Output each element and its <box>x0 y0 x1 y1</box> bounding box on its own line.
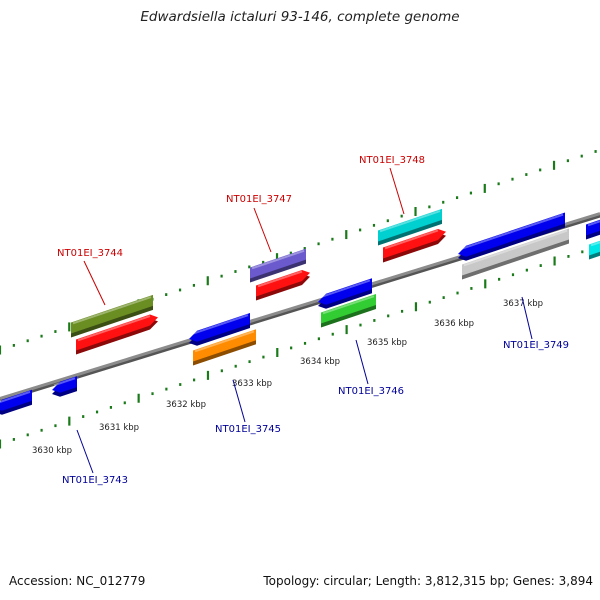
gene-highlight <box>463 229 568 267</box>
leader-line <box>232 379 246 423</box>
accession-text: Accession: NC_012779 <box>9 574 146 588</box>
gene-g6-reverse <box>193 329 256 366</box>
gene-highlight <box>590 241 600 247</box>
gene-g14-reverse <box>462 228 569 280</box>
gene-g4-forward <box>76 314 158 355</box>
gene-body <box>0 389 32 411</box>
leader-line <box>389 167 405 215</box>
gene-highlight <box>251 249 305 270</box>
topology-text: Topology: circular; Length: 3,812,315 bp… <box>263 574 593 588</box>
scale-label: 3631 kbp <box>99 423 139 433</box>
gene-g3-forward <box>71 294 153 338</box>
leader-line <box>253 207 272 253</box>
gene-g7-forward <box>250 248 306 283</box>
gene-body <box>589 240 600 256</box>
gene-highlight <box>0 390 31 404</box>
gene-body <box>321 293 376 324</box>
gene-g12-forward <box>383 228 446 263</box>
gene-highlight <box>587 220 600 227</box>
leader-line <box>76 429 94 474</box>
gene-body <box>76 314 158 351</box>
gene-g11-forward <box>378 208 442 246</box>
gene-highlight <box>379 210 441 233</box>
feature-labels: 3630 kbp 3631 kbp 3632 kbp 3633 kbp 3634 kbp… <box>32 155 569 486</box>
label-reverse-1: NT01EI_3743 <box>62 429 128 486</box>
gene-body <box>256 269 310 297</box>
gene-body <box>189 312 250 342</box>
feature-label: NT01EI_3749 <box>503 340 569 351</box>
feature-label: NT01EI_3745 <box>215 424 281 435</box>
scale-label: 3630 kbp <box>32 446 72 456</box>
map-title: Edwardsiella ictaluri 93-146, complete g… <box>140 9 460 25</box>
gene-highlight <box>319 279 371 299</box>
feature-label: NT01EI_3744 <box>57 248 123 259</box>
gene-body <box>71 294 153 334</box>
scale-label: 3634 kbp <box>300 357 340 367</box>
leader-line <box>83 260 106 306</box>
scale-label: 3635 kbp <box>367 338 407 348</box>
scale-label: 3636 kbp <box>434 319 474 329</box>
gene-body <box>193 329 256 362</box>
scale-label: 3637 kbp <box>503 299 543 309</box>
gene-body <box>458 212 565 257</box>
gene-g16-forward <box>589 240 600 260</box>
feature-label: NT01EI_3748 <box>359 155 425 166</box>
gene-highlight <box>322 295 375 315</box>
label-forward-3: NT01EI_3748 <box>359 155 425 215</box>
feature-label: NT01EI_3746 <box>338 386 404 397</box>
gene-features <box>0 208 600 415</box>
label-reverse-4: NT01EI_3749 <box>503 296 569 351</box>
gene-g5-reverse <box>189 312 250 346</box>
gene-g1-reverse <box>0 389 32 415</box>
label-forward-1: NT01EI_3744 <box>57 248 123 306</box>
gene-body <box>250 248 306 279</box>
gene-g15-forward <box>586 219 600 240</box>
gene-g2-reverse <box>52 376 77 397</box>
feature-label: NT01EI_3743 <box>62 475 128 486</box>
label-reverse-2: NT01EI_3745 <box>215 379 281 435</box>
gene-g10-reverse <box>321 293 376 328</box>
gene-highlight <box>72 296 152 325</box>
scale-label: 3633 kbp <box>232 379 272 389</box>
gene-body <box>378 208 442 242</box>
scale-label: 3632 kbp <box>166 400 206 410</box>
gene-highlight <box>53 377 76 387</box>
gene-g9-reverse <box>318 278 372 309</box>
gene-highlight <box>384 229 439 250</box>
gene-highlight <box>194 330 255 353</box>
gene-highlight <box>459 213 564 251</box>
gene-body <box>462 228 569 276</box>
gene-body <box>318 278 372 305</box>
gene-body <box>383 228 446 259</box>
gene-highlight <box>77 315 151 342</box>
gene-highlight <box>190 314 249 336</box>
leader-line <box>521 296 533 340</box>
leader-line <box>355 339 369 385</box>
gene-body <box>586 219 600 236</box>
label-forward-2: NT01EI_3747 <box>226 194 292 253</box>
label-reverse-3: NT01EI_3746 <box>338 339 404 397</box>
gene-g8-forward <box>256 269 310 301</box>
feature-label: NT01EI_3747 <box>226 194 292 205</box>
gene-g13-reverse <box>458 212 565 261</box>
gene-highlight <box>257 270 303 288</box>
gene-body <box>52 376 77 393</box>
